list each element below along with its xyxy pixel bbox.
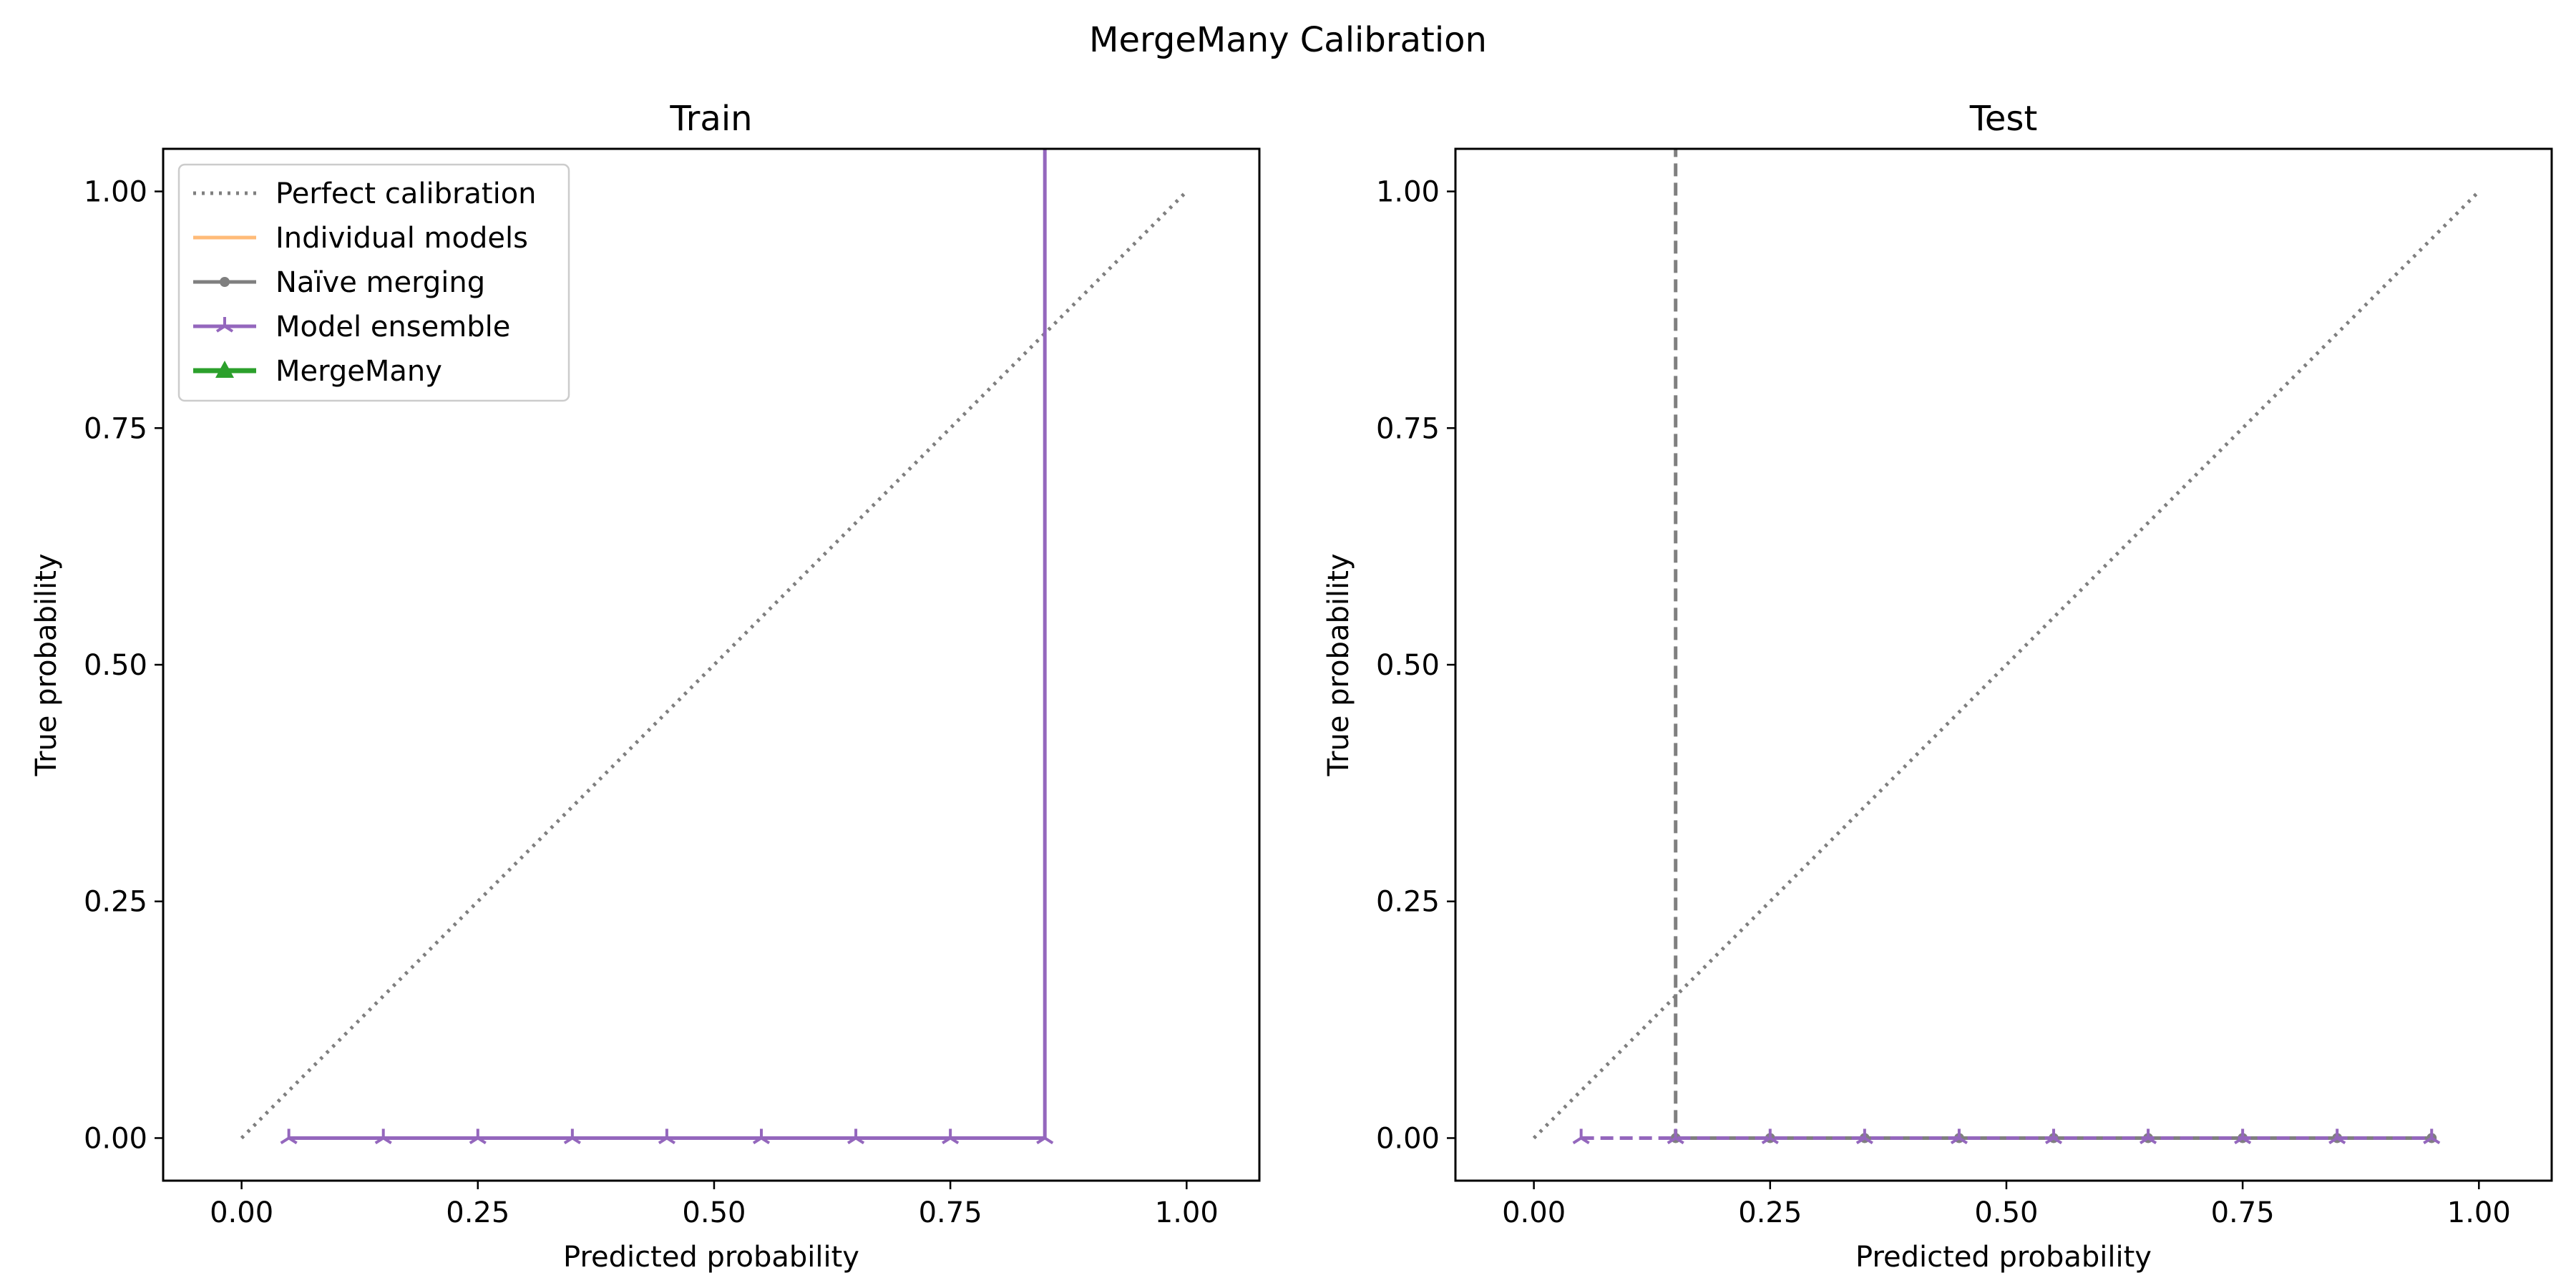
model-ensemble-line	[288, 149, 1047, 1140]
x-tick-label: 0.50	[682, 1196, 746, 1229]
model-ensemble-point	[1572, 1128, 1590, 1145]
legend-handle-model-ensemble-marker	[215, 317, 234, 333]
model-ensemble-point	[847, 1128, 865, 1145]
legend-handle-mergemany	[193, 361, 256, 378]
x-tick-label: 0.25	[446, 1196, 509, 1229]
x-tick-label: 0.00	[1502, 1196, 1566, 1229]
x-tick-label: 0.50	[1974, 1196, 2038, 1229]
legend: Perfect calibration Individual models Naïv…	[177, 163, 570, 402]
y-tick-label: 0.00	[84, 1122, 147, 1155]
y-tick-label: 0.50	[1376, 649, 1440, 682]
model-ensemble-point	[2423, 1128, 2441, 1145]
legend-handle-mergemany-marker	[215, 361, 234, 378]
legend-label-mergemany: MergeMany	[275, 355, 442, 388]
model-ensemble-point	[2044, 1128, 2063, 1145]
legend-handle-model-ensemble	[193, 317, 256, 333]
y-axis-label: True probability	[1322, 553, 1355, 776]
legend-label-perfect-calibration: Perfect calibration	[275, 177, 537, 210]
plot-series	[1532, 149, 2481, 1145]
train-axes: 0.00 0.25 0.50 0.75 1.00 0.00 0.25 0.50 0.75 1.00…	[30, 99, 1261, 1274]
x-tick-label: 1.00	[1155, 1196, 1219, 1229]
model-ensemble-point	[1950, 1128, 1968, 1145]
x-tick-label: 0.00	[210, 1196, 273, 1229]
y-tick-label: 0.50	[84, 649, 147, 682]
model-ensemble-point	[1036, 1128, 1054, 1145]
axes-title: Test	[1969, 99, 2038, 139]
y-tick-label: 0.25	[84, 886, 147, 919]
legend-box	[177, 163, 570, 402]
model-ensemble-point	[2139, 1128, 2157, 1145]
x-tick-label: 0.25	[1738, 1196, 1802, 1229]
y-tick-label: 0.25	[1376, 886, 1440, 919]
axes-title: Train	[669, 99, 752, 139]
model-ensemble-point	[469, 1128, 487, 1145]
model-ensemble-point	[1667, 1128, 1684, 1145]
model-ensemble-point	[1855, 1128, 1873, 1145]
model-ensemble-point	[563, 1128, 581, 1145]
legend-label-na-ve-merging: Naïve merging	[275, 266, 485, 299]
x-axis-label: Predicted probability	[563, 1241, 859, 1274]
model-ensemble-point	[658, 1128, 676, 1145]
legend-label-model-ensemble: Model ensemble	[275, 311, 510, 343]
legend-handle-na-ve-merging	[193, 277, 256, 287]
model-ensemble-point	[752, 1128, 771, 1145]
legend-label-individual-models: Individual models	[275, 222, 528, 255]
plot-area	[1455, 149, 2552, 1181]
y-tick-label: 0.75	[84, 412, 147, 445]
y-axis-label: True probability	[30, 553, 63, 776]
y-tick-label: 0.75	[1376, 412, 1440, 445]
model-ensemble-point	[1761, 1128, 1779, 1145]
x-tick-label: 0.75	[2211, 1196, 2275, 1229]
x-tick-label: 1.00	[2447, 1196, 2511, 1229]
y-tick-label: 1.00	[1376, 176, 1440, 209]
x-tick-label: 0.75	[919, 1196, 982, 1229]
model-ensemble-point	[374, 1128, 392, 1145]
model-ensemble-point	[2234, 1128, 2252, 1145]
test-axes: 0.00 0.25 0.50 0.75 1.00 0.00 0.25 0.50 0.75 1.00…	[1322, 99, 2553, 1274]
model-ensemble-point	[2328, 1128, 2346, 1145]
y-tick-label: 1.00	[84, 176, 147, 209]
x-axis-label: Predicted probability	[1855, 1241, 2152, 1274]
model-ensemble-point	[280, 1128, 298, 1145]
figure-title: MergeMany Calibration	[1089, 20, 1487, 60]
plot-series	[240, 149, 1189, 1145]
y-tick-label: 0.00	[1376, 1122, 1440, 1155]
legend-handle-na-ve-merging-marker	[220, 277, 230, 287]
model-ensemble-point	[942, 1128, 960, 1145]
